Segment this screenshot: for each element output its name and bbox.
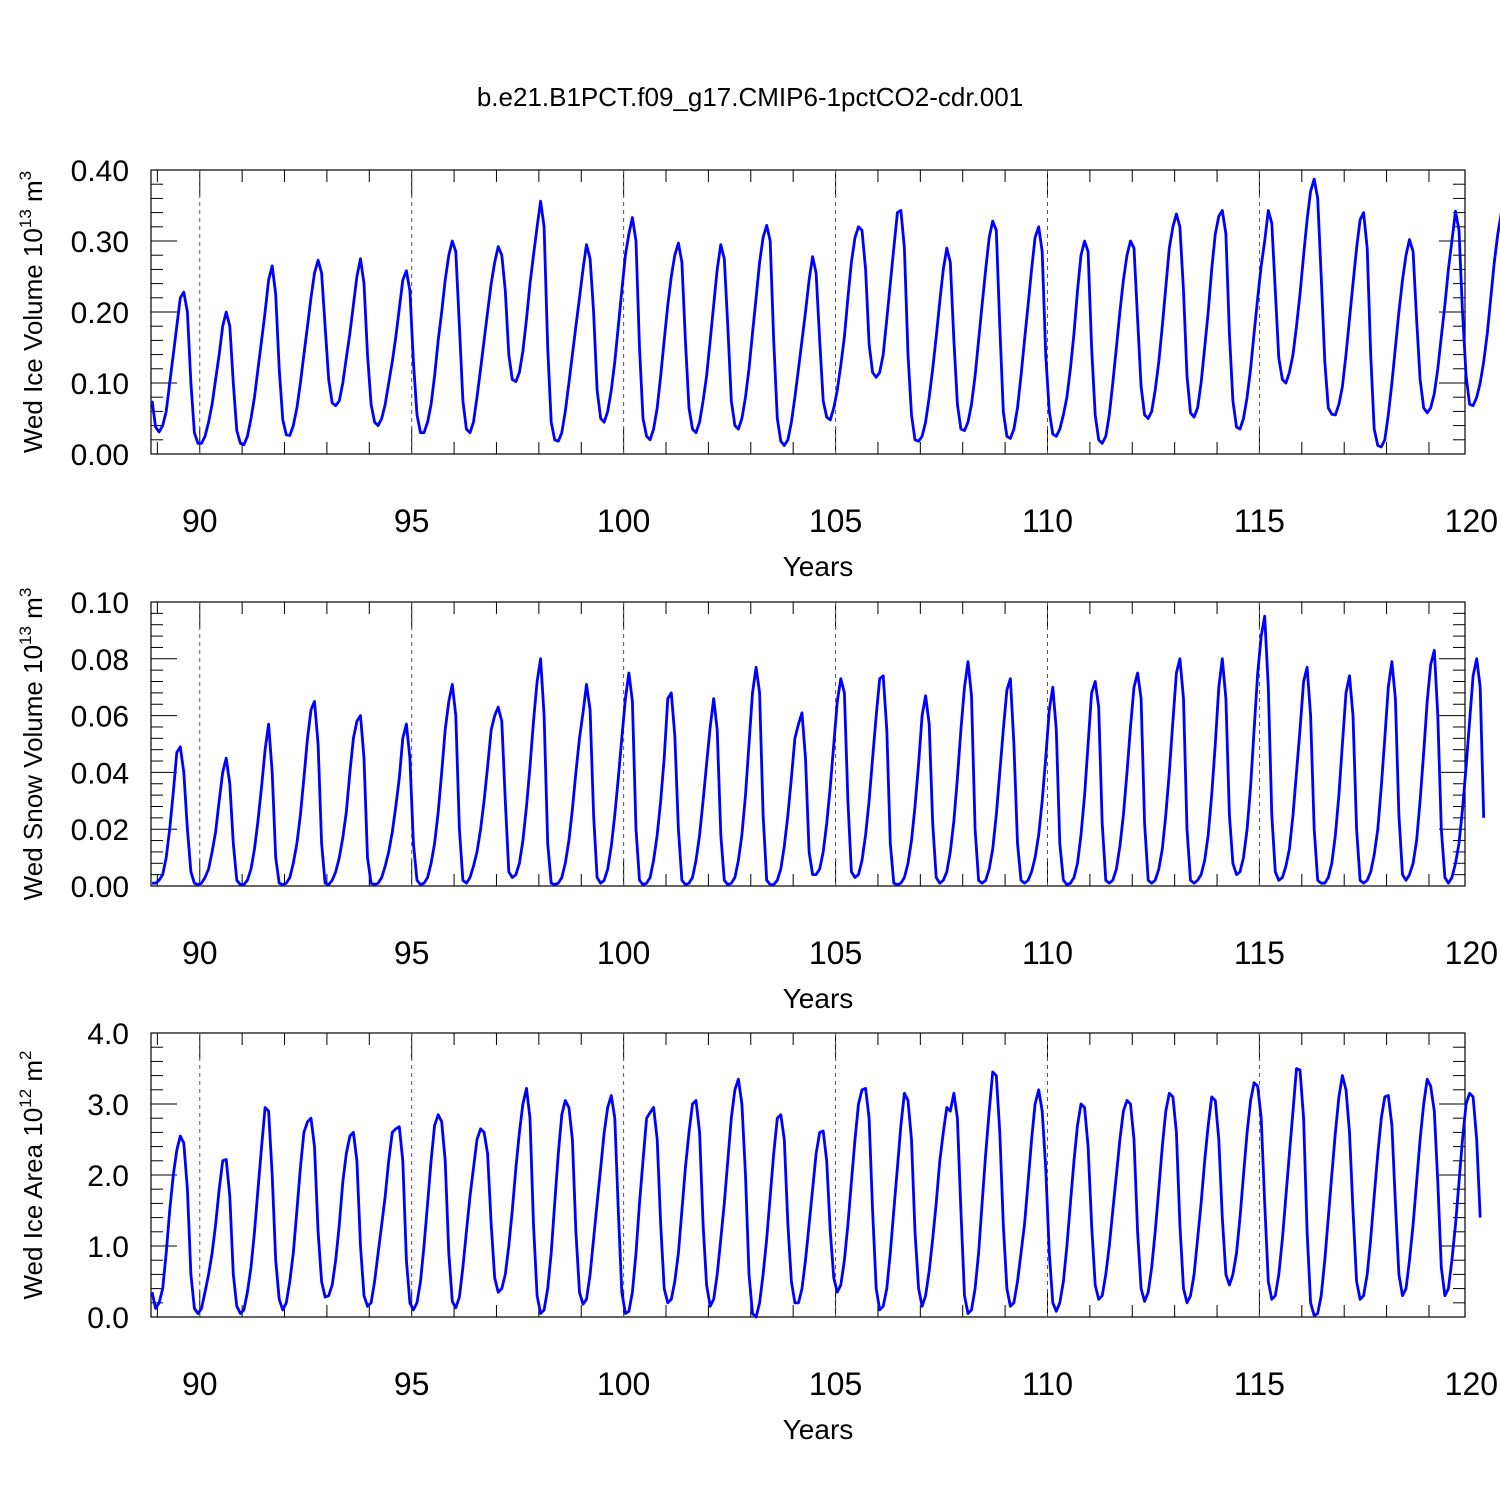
x-tick-label: 90: [182, 935, 218, 971]
y-tick-label: 0.10: [71, 368, 129, 401]
y-tick-label: 1.0: [87, 1231, 129, 1264]
y-axis-label: Wed Ice Area 1012 m2: [16, 1050, 48, 1299]
y-tick-label: 2.0: [87, 1160, 129, 1193]
x-tick-label: 110: [1022, 935, 1073, 971]
panel-2: 90 95 100 105 110 115 120 0.00 0.02 0.04 0.06 0.08 0…: [16, 587, 1498, 1014]
y-tick-label: 0.06: [71, 701, 129, 734]
y-tick-label: 0.10: [71, 587, 129, 620]
y-tick-label: 0.02: [71, 814, 129, 847]
x-tick-label: 95: [394, 935, 430, 971]
x-tick-label: 105: [809, 1366, 862, 1402]
figure-title: b.e21.B1PCT.f09_g17.CMIP6-1pctCO2-cdr.00…: [477, 82, 1023, 112]
y-axis-label: Wed Ice Volume 1013 m3: [16, 171, 48, 453]
panel-3: 90 95 100 105 110 115 120 0.0 1.0 2.0 3.0 4.0 Years W…: [16, 1018, 1498, 1445]
plot-frame: [150, 601, 1466, 887]
x-tick-label: 110: [1022, 1366, 1073, 1402]
y-tick-label: 0.20: [71, 297, 129, 330]
x-tick-label: 105: [809, 503, 862, 539]
x-tick-label: 100: [597, 935, 650, 971]
x-tick-label: 105: [809, 935, 862, 971]
x-tick-label: 120: [1445, 935, 1498, 971]
y-tick-label: 0.30: [71, 226, 129, 259]
x-tick-label: 95: [394, 1366, 430, 1402]
x-tick-label: 110: [1022, 503, 1073, 539]
y-axis-label: Wed Snow Volume 1013 m3: [16, 588, 48, 901]
y-tick-label: 4.0: [87, 1018, 129, 1051]
x-axis-label: Years: [783, 551, 854, 582]
x-tick-label: 120: [1445, 503, 1498, 539]
y-tick-label: 0.08: [71, 644, 129, 677]
x-tick-label: 115: [1234, 503, 1285, 539]
x-tick-label: 90: [182, 503, 218, 539]
x-tick-label: 120: [1445, 1366, 1498, 1402]
x-tick-label: 100: [597, 503, 650, 539]
x-axis-label: Years: [783, 983, 854, 1014]
series-line: [150, 1067, 1482, 1319]
y-tick-label: 0.00: [71, 871, 129, 904]
series-line: [152, 614, 1486, 886]
y-tick-label: 0.04: [71, 757, 129, 790]
x-tick-label: 115: [1234, 1366, 1285, 1402]
x-tick-label: 95: [394, 503, 430, 539]
x-axis-label: Years: [783, 1414, 854, 1445]
x-tick-label: 90: [182, 1366, 218, 1402]
x-tick-label: 115: [1234, 935, 1285, 971]
y-tick-label: 0.00: [71, 439, 129, 472]
y-tick-label: 0.40: [71, 155, 129, 188]
series-line: [150, 177, 1500, 449]
y-tick-label: 3.0: [87, 1089, 129, 1122]
panel-1: 90 95 100 105 110 115 120 0.00 0.10 0.20 0.30 0.40 Y…: [16, 155, 1500, 582]
y-tick-label: 0.0: [87, 1302, 129, 1335]
x-tick-label: 100: [597, 1366, 650, 1402]
